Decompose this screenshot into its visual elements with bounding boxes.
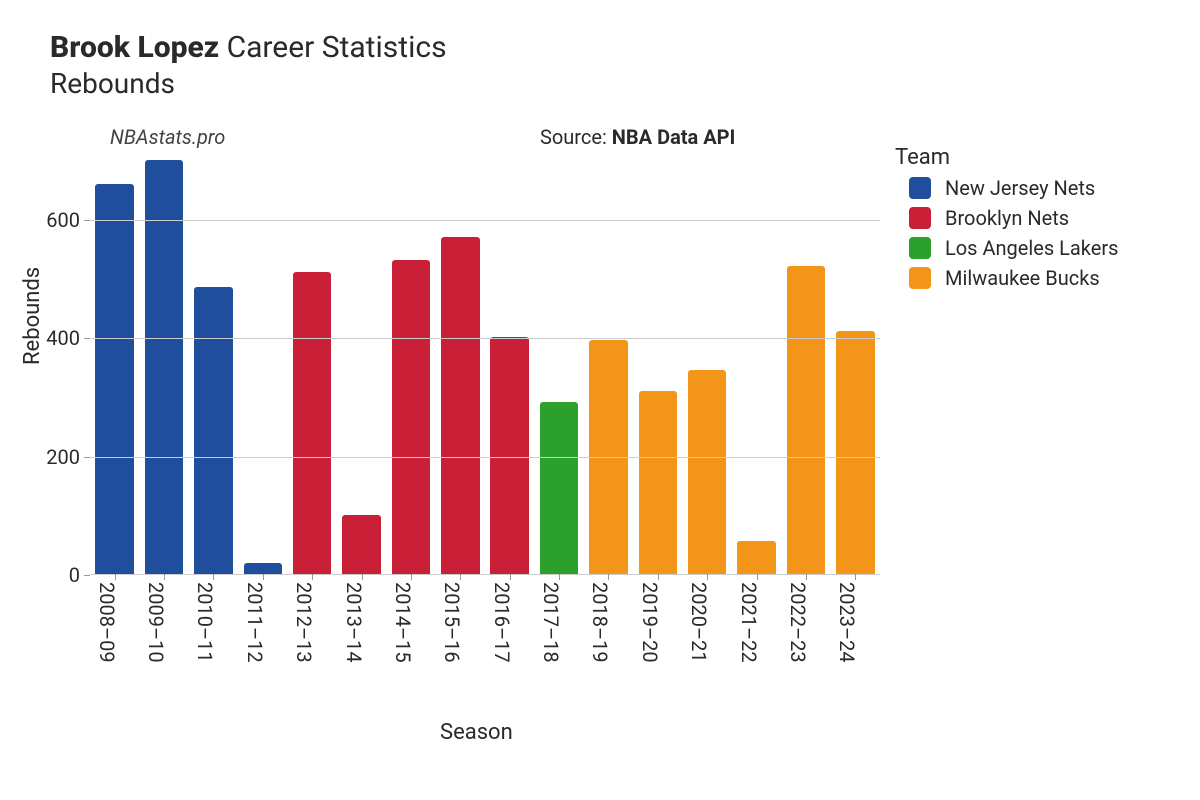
x-tick: [658, 574, 659, 580]
plot-area: 02004006002008–092009–102010–112011–1220…: [90, 155, 880, 575]
x-tick: [757, 574, 758, 580]
x-tick: [164, 574, 165, 580]
x-tick-label: 2012–13: [292, 582, 316, 663]
x-tick-label: 2017–18: [539, 582, 563, 663]
bar: [194, 287, 233, 574]
x-tick-label: 2016–17: [490, 582, 514, 663]
source-text: Source: NBA Data API: [540, 125, 735, 149]
y-tick: [84, 575, 90, 576]
x-tick: [312, 574, 313, 580]
legend-item: Los Angeles Lakers: [895, 236, 1118, 260]
bar: [244, 563, 283, 574]
x-tick-label: 2021–22: [737, 582, 761, 663]
bar: [490, 337, 529, 574]
y-tick: [84, 457, 90, 458]
x-tick: [263, 574, 264, 580]
source-name: NBA Data API: [612, 125, 736, 149]
x-tick-label: 2018–19: [588, 582, 612, 663]
y-tick-label: 200: [46, 445, 80, 469]
x-tick: [608, 574, 609, 580]
x-tick: [411, 574, 412, 580]
legend-swatch: [909, 237, 931, 259]
bar: [737, 541, 776, 574]
bar: [639, 391, 678, 574]
bar: [688, 370, 727, 574]
legend-swatch: [909, 267, 931, 289]
x-tick: [806, 574, 807, 580]
bar: [441, 237, 480, 574]
x-tick-label: 2015–16: [440, 582, 464, 663]
legend-label: Milwaukee Bucks: [945, 266, 1100, 290]
x-axis-label: Season: [440, 720, 513, 745]
credit-text: NBAstats.pro: [110, 125, 225, 149]
x-tick-label: 2009–10: [144, 582, 168, 663]
grid-line: [90, 338, 880, 339]
bar: [787, 266, 826, 574]
legend-swatch: [909, 207, 931, 229]
x-tick-label: 2014–15: [391, 582, 415, 663]
bar: [392, 260, 431, 574]
x-tick: [510, 574, 511, 580]
x-tick-label: 2013–14: [342, 582, 366, 663]
x-tick-label: 2022–23: [786, 582, 810, 663]
y-axis-label: Rebounds: [20, 267, 45, 365]
source-prefix: Source:: [540, 125, 612, 149]
y-tick: [84, 220, 90, 221]
x-tick: [115, 574, 116, 580]
bars-container: [90, 155, 880, 574]
legend-label: Brooklyn Nets: [945, 206, 1069, 230]
legend-item: New Jersey Nets: [895, 176, 1118, 200]
y-tick-label: 600: [46, 208, 80, 232]
x-tick-label: 2008–09: [95, 582, 119, 663]
y-tick-label: 0: [69, 563, 80, 587]
x-tick: [707, 574, 708, 580]
x-tick: [855, 574, 856, 580]
x-tick: [362, 574, 363, 580]
bar: [145, 160, 184, 574]
legend: Team New Jersey Nets Brooklyn Nets Los Ang…: [895, 145, 1118, 296]
x-tick: [559, 574, 560, 580]
x-tick: [213, 574, 214, 580]
bar: [95, 184, 134, 574]
grid-line: [90, 220, 880, 221]
bar: [342, 515, 381, 574]
x-tick-label: 2011–12: [243, 582, 267, 663]
legend-item: Brooklyn Nets: [895, 206, 1118, 230]
legend-swatch: [909, 177, 931, 199]
legend-item: Milwaukee Bucks: [895, 266, 1118, 290]
x-tick-label: 2023–24: [835, 582, 859, 663]
x-tick-label: 2010–11: [193, 582, 217, 663]
x-tick-label: 2019–20: [638, 582, 662, 663]
legend-title: Team: [895, 145, 1118, 170]
bar: [540, 402, 579, 574]
y-tick: [84, 338, 90, 339]
chart-title: Brook Lopez Career Statistics: [50, 30, 447, 65]
x-tick: [460, 574, 461, 580]
title-block: Brook Lopez Career Statistics Rebounds: [50, 30, 447, 100]
chart-subtitle: Rebounds: [50, 67, 447, 100]
title-player: Brook Lopez: [50, 30, 219, 65]
legend-label: New Jersey Nets: [945, 176, 1095, 200]
bar: [836, 331, 875, 574]
grid-line: [90, 457, 880, 458]
chart-stage: Brook Lopez Career Statistics Rebounds N…: [0, 0, 1200, 800]
y-tick-label: 400: [46, 326, 80, 350]
legend-label: Los Angeles Lakers: [945, 236, 1118, 260]
bar: [293, 272, 332, 574]
x-tick-label: 2020–21: [687, 582, 711, 663]
title-suffix: Career Statistics: [219, 30, 446, 65]
